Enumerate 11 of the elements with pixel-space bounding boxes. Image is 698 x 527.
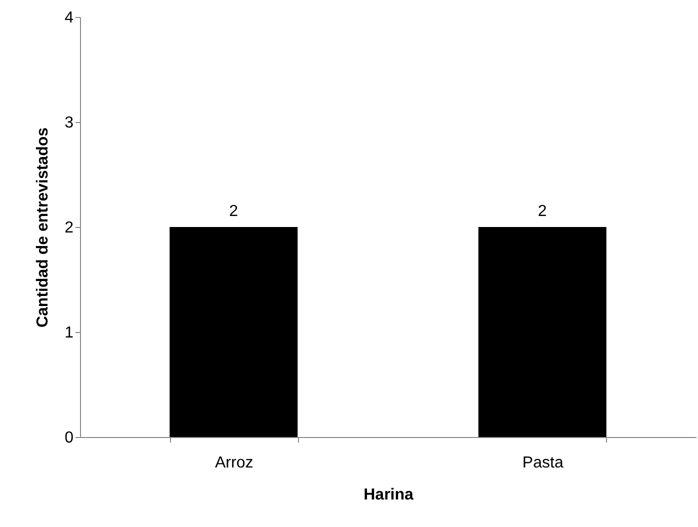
- data-label: 2: [229, 203, 238, 220]
- y-tick-label: 1: [64, 324, 74, 342]
- x-axis-title: Harina: [364, 486, 414, 504]
- data-label: 2: [538, 203, 547, 220]
- y-axis-title: Cantidad de entrevistados: [34, 127, 52, 328]
- y-tick-label: 0: [64, 430, 74, 446]
- y-tick-label: 3: [64, 114, 74, 132]
- y-tick-label: 4: [64, 10, 74, 26]
- x-tick-label: Pasta: [522, 454, 564, 472]
- y-tick-label: 2: [64, 220, 74, 236]
- x-tick-label: Arroz: [214, 454, 254, 472]
